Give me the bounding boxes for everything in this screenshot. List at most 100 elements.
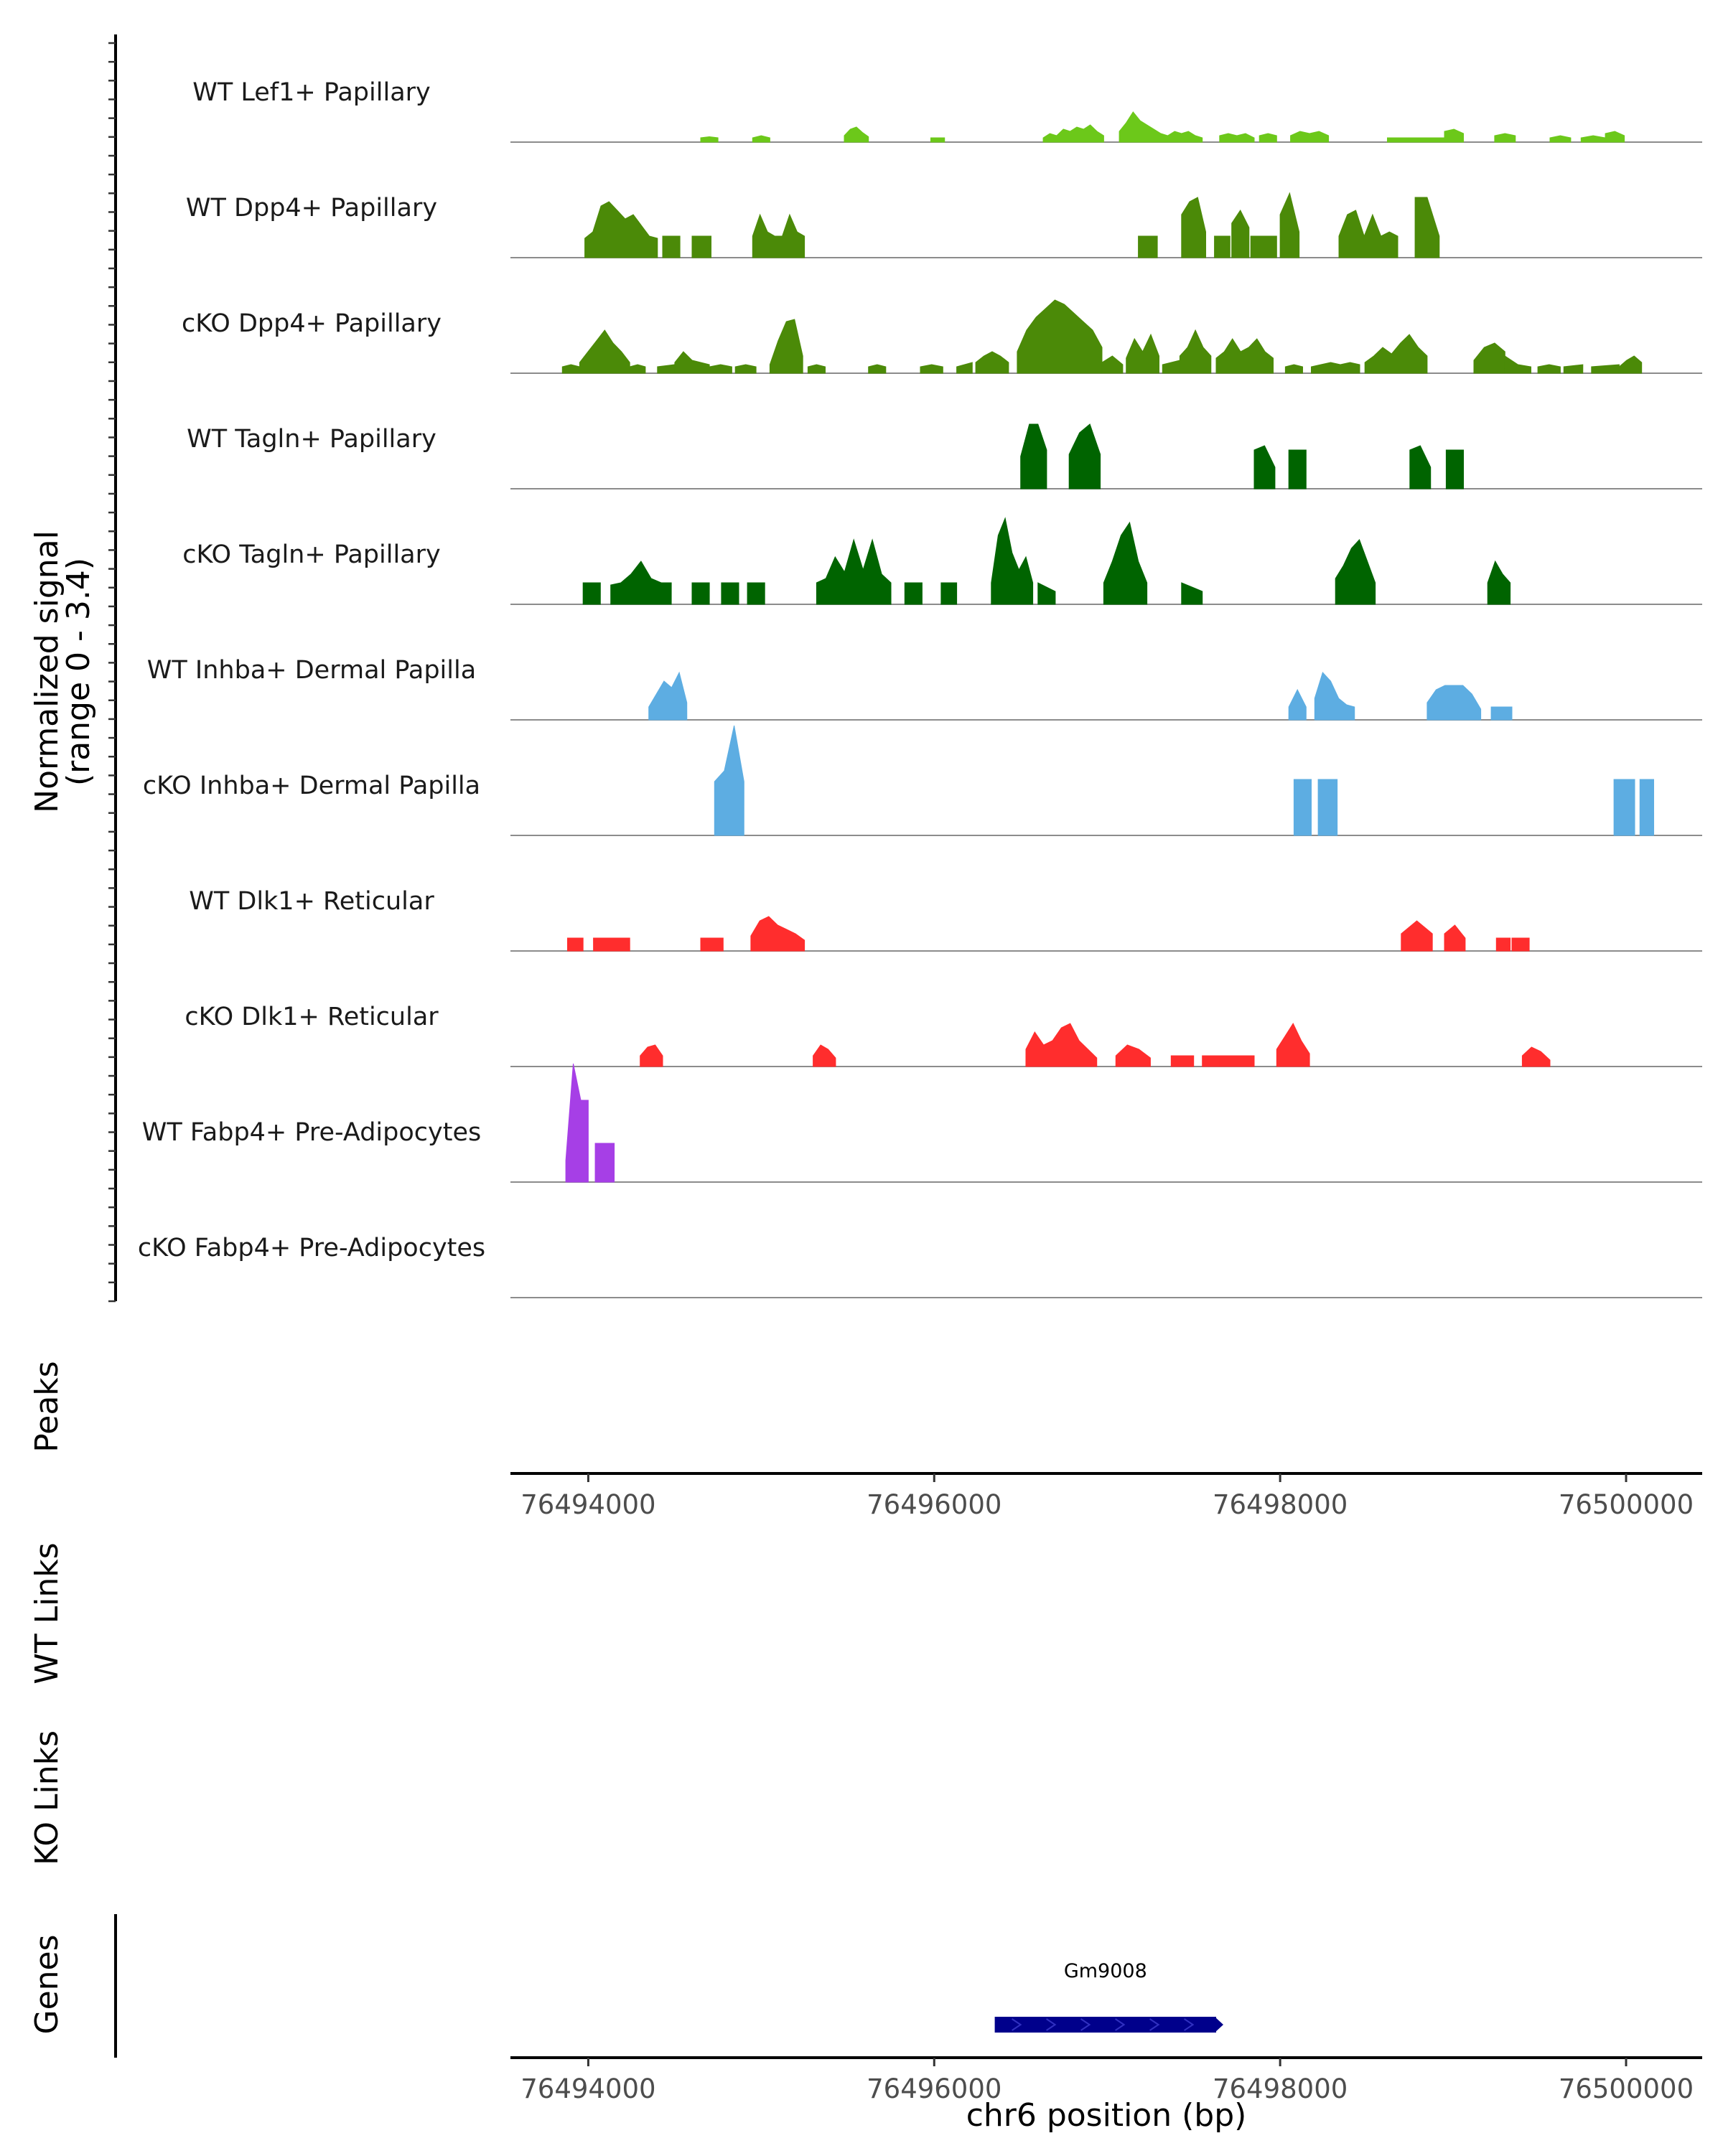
- signal-area: [1521, 1046, 1551, 1067]
- signal-area: [1473, 342, 1505, 374]
- coverage-track: WT Inhba+ Dermal Papilla: [147, 656, 1702, 721]
- coverage-track: WT Dpp4+ Papillary: [186, 192, 1702, 258]
- annotation-panels: Peaks WT Links KO Links Genes: [29, 1361, 65, 2034]
- strand-arrow: [1046, 2018, 1057, 2031]
- coverage-track: WT Lef1+ Papillary: [192, 78, 1702, 143]
- coverage-track: WT Fabp4+ Pre-Adipocytes: [142, 1063, 1702, 1183]
- signal-area: [593, 937, 630, 952]
- signal-area: [714, 725, 744, 836]
- signal-area: [1253, 445, 1276, 489]
- coverage-track: WT Dlk1+ Reticular: [189, 887, 1702, 952]
- signal-area: [1317, 779, 1338, 836]
- signal-axis-title: Normalized signal(range 0 - 3.4): [29, 530, 97, 813]
- signal-area: [1414, 197, 1440, 258]
- signal-area: [1020, 423, 1047, 489]
- position-tick-label: 76494000: [520, 2073, 655, 2104]
- signal-area: [734, 364, 757, 374]
- signal-area: [1311, 362, 1360, 374]
- track-label: cKO Dpp4+ Papillary: [182, 309, 442, 338]
- signal-area: [1025, 1023, 1098, 1067]
- signal-area: [844, 126, 869, 143]
- signal-area: [1427, 685, 1482, 721]
- signal-area: [747, 582, 765, 605]
- panel-label: KO Links: [29, 1730, 65, 1865]
- signal-area: [1401, 920, 1433, 952]
- signal-area: [1219, 1055, 1255, 1067]
- position-tick-label: 76500000: [1559, 2073, 1694, 2104]
- signal-area: [1138, 235, 1158, 258]
- signal-area: [930, 137, 945, 143]
- signal-axis-title-line: (range 0 - 3.4): [60, 558, 97, 786]
- signal-area: [1279, 192, 1300, 258]
- coverage-track: cKO Tagln+ Papillary: [182, 517, 1702, 605]
- position-tick-label: 76496000: [867, 1489, 1001, 1520]
- strand-arrow: [1184, 2018, 1195, 2031]
- signal-area: [1314, 672, 1355, 721]
- signal-area: [1037, 582, 1056, 605]
- signal-area: [1017, 299, 1103, 374]
- track-label: cKO Tagln+ Papillary: [182, 540, 441, 569]
- signal-area: [1613, 779, 1635, 836]
- signal-area: [1181, 582, 1203, 605]
- signal-area: [1338, 210, 1399, 258]
- track-label: WT Fabp4+ Pre-Adipocytes: [142, 1118, 481, 1147]
- coverage-track: cKO Fabp4+ Pre-Adipocytes: [138, 1234, 1702, 1298]
- signal-area: [1290, 131, 1330, 143]
- signal-area: [584, 201, 658, 258]
- signal-area: [629, 364, 646, 374]
- signal-area: [1580, 135, 1606, 143]
- signal-area: [1409, 445, 1432, 489]
- signal-area: [1495, 937, 1511, 952]
- strand-arrow: [1012, 2018, 1022, 2031]
- gene-model: Gm9008: [994, 1960, 1223, 2033]
- signal-area: [594, 1143, 615, 1183]
- signal-area: [1167, 131, 1203, 143]
- x-axis-title: chr6 position (bp): [966, 2097, 1247, 2134]
- track-label: cKO Dlk1+ Reticular: [185, 1003, 439, 1031]
- panel-label: WT Links: [29, 1542, 65, 1684]
- signal-area: [709, 364, 732, 374]
- gene-label: Gm9008: [1064, 1960, 1147, 1982]
- signal-area: [940, 582, 958, 605]
- strand-arrow: [1115, 2018, 1126, 2031]
- signal-area: [920, 364, 943, 374]
- position-tick-label: 76498000: [1213, 2073, 1348, 2104]
- coverage-track: WT Tagln+ Papillary: [187, 423, 1702, 489]
- panel-label: Genes: [29, 1934, 65, 2034]
- signal-area: [1639, 779, 1655, 836]
- signal-area: [1284, 364, 1304, 374]
- signal-area: [1335, 539, 1376, 605]
- track-label: WT Tagln+ Papillary: [187, 425, 436, 454]
- signal-area: [769, 319, 803, 374]
- signal-area: [1276, 1022, 1310, 1067]
- position-tick-label: 76496000: [867, 2073, 1001, 2104]
- coverage-tracks: WT Lef1+ Papillary WT Dpp4+ Papillary cKO …: [138, 78, 1702, 1298]
- signal-area: [700, 136, 719, 143]
- signal-area: [566, 937, 584, 952]
- signal-area: [1618, 355, 1643, 374]
- signal-area: [691, 235, 712, 258]
- gene-end-cap: [1214, 2017, 1223, 2033]
- gene-body: [994, 2017, 1216, 2033]
- coverage-track: cKO Dpp4+ Papillary: [182, 299, 1702, 374]
- strand-arrow: [1149, 2018, 1160, 2031]
- signal-area: [579, 329, 630, 374]
- signal-area: [1115, 1044, 1151, 1067]
- signal-area: [1288, 688, 1307, 721]
- signal-area: [1445, 449, 1465, 489]
- signal-area: [1103, 521, 1148, 605]
- signal-area: [657, 364, 676, 374]
- signal-area: [1487, 560, 1511, 605]
- signal-area: [868, 364, 887, 374]
- signal-area: [1250, 235, 1277, 258]
- signal-area: [1042, 124, 1104, 143]
- signal-area: [640, 1044, 663, 1067]
- signal-area: [1068, 423, 1101, 489]
- panel-label: Peaks: [29, 1361, 65, 1452]
- coverage-track: cKO Dlk1+ Reticular: [185, 1003, 1702, 1067]
- signal-area: [1214, 235, 1231, 258]
- signal-area: [991, 517, 1034, 605]
- signal-area: [662, 235, 681, 258]
